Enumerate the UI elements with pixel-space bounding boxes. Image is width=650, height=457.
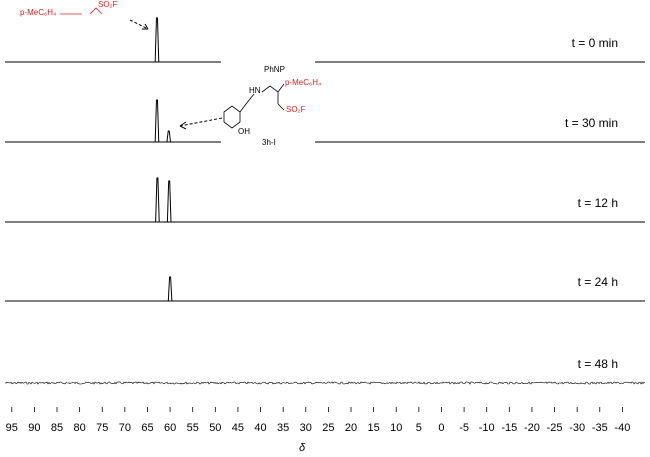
structure bbox=[60, 7, 315, 150]
x-axis-label: δ bbox=[299, 442, 306, 454]
x-tick-label: 20 bbox=[345, 422, 357, 434]
structure-bg bbox=[221, 60, 315, 150]
baseline bbox=[4, 381, 646, 385]
annotation: p-MeC₆H₄ bbox=[20, 8, 56, 17]
x-tick-label: -15 bbox=[501, 422, 517, 434]
x-tick-label: 45 bbox=[232, 422, 244, 434]
x-tick-label: -5 bbox=[459, 422, 469, 434]
x-tick-label: -10 bbox=[479, 422, 495, 434]
x-tick-label: 15 bbox=[367, 422, 379, 434]
arrow bbox=[129, 19, 149, 30]
arrowhead bbox=[179, 121, 187, 130]
x-tick-label: -35 bbox=[592, 422, 608, 434]
series-label: t = 0 min bbox=[572, 36, 618, 50]
x-tick-label: -25 bbox=[547, 422, 563, 434]
x-tick-label: 0 bbox=[438, 422, 444, 434]
annotation: SO₂F bbox=[98, 0, 118, 9]
bond bbox=[89, 7, 103, 15]
x-tick-label: 95 bbox=[6, 422, 18, 434]
x-tick-label: 55 bbox=[187, 422, 199, 434]
peak bbox=[154, 17, 160, 63]
x-tick-label: 40 bbox=[254, 422, 266, 434]
x-tick-label: 75 bbox=[96, 422, 108, 434]
peak bbox=[166, 130, 172, 143]
annotation: SO₂F bbox=[286, 105, 306, 114]
bond bbox=[239, 83, 285, 113]
x-tick-label: 65 bbox=[141, 422, 153, 434]
annotation: OH bbox=[238, 127, 250, 136]
peak bbox=[155, 177, 160, 223]
series-label: t = 12 h bbox=[578, 196, 618, 210]
peak bbox=[154, 99, 160, 143]
x-tick-label: -30 bbox=[569, 422, 585, 434]
x-tick-label: 35 bbox=[277, 422, 289, 434]
x-tick-label: 85 bbox=[51, 422, 63, 434]
x-tick-label: 25 bbox=[322, 422, 334, 434]
x-tick-label: 30 bbox=[300, 422, 312, 434]
x-tick-label: 90 bbox=[28, 422, 40, 434]
arrowhead bbox=[142, 23, 149, 30]
series-label: t = 48 h bbox=[578, 357, 618, 371]
peak bbox=[166, 180, 172, 223]
annotation: p-MeC₆H₄ bbox=[285, 78, 321, 87]
annotation: PhNP bbox=[264, 65, 285, 74]
x-tick-label: 50 bbox=[209, 422, 221, 434]
series-label: t = 24 h bbox=[578, 275, 618, 289]
series-label: t = 30 min bbox=[565, 116, 618, 130]
annotation: HN bbox=[249, 86, 261, 95]
arrow bbox=[179, 117, 223, 127]
peak bbox=[167, 276, 173, 302]
annotation: 3h-I bbox=[262, 138, 276, 147]
x-tick-label: 60 bbox=[164, 422, 176, 434]
x-tick-label: 5 bbox=[416, 422, 422, 434]
x-tick-label: -40 bbox=[614, 422, 630, 434]
ring bbox=[223, 105, 241, 129]
x-tick-label: 10 bbox=[390, 422, 402, 434]
x-tick-label: 70 bbox=[119, 422, 131, 434]
x-tick-label: -20 bbox=[524, 422, 540, 434]
x-tick-label: 80 bbox=[74, 422, 86, 434]
